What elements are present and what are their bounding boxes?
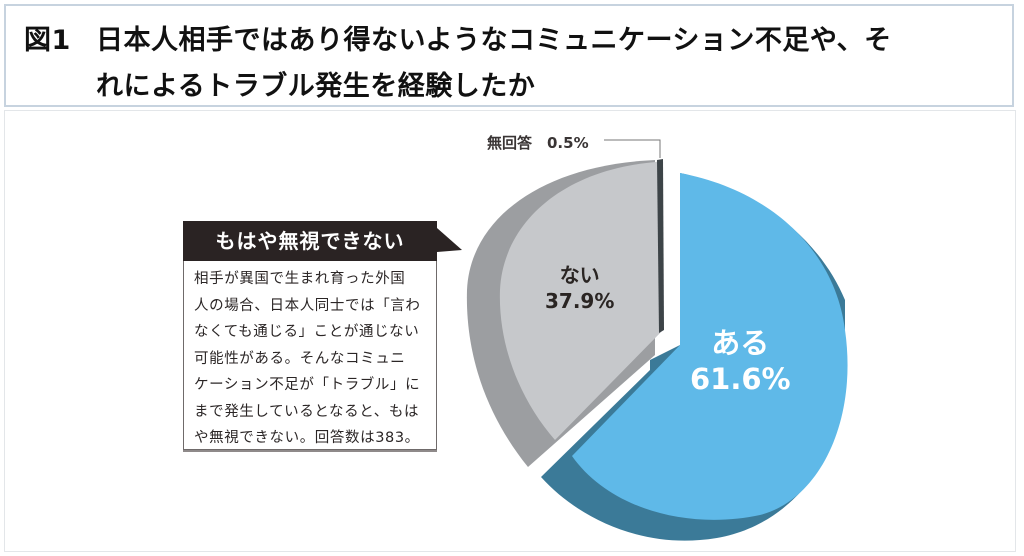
- nai-value: 37.9%: [545, 289, 615, 313]
- callout-line: 相手が異国で生まれ育った外国: [194, 271, 406, 287]
- callout-line: 人の場合、日本人同士では「言わ: [194, 297, 421, 314]
- figure-number: 図1: [24, 25, 71, 56]
- callout-line: ケーション不足が「トラブル」に: [194, 377, 421, 393]
- chart-title-line-2: れによるトラブル発生を経験したか: [96, 71, 536, 102]
- no-answer-leader-line: [604, 139, 661, 158]
- pie-slice-aru: [572, 173, 848, 520]
- callout-line: や無視できない。回答数は383。: [194, 430, 420, 446]
- callout-box: もはや無視できない 相手が異国で生まれ育った外国 人の場合、日本人同士では「言わ…: [183, 221, 437, 450]
- aru-value: 61.6%: [690, 362, 791, 396]
- callout-shadow: [183, 450, 437, 452]
- pie-slice-nai: [499, 160, 663, 440]
- nai-name: ない: [559, 263, 600, 287]
- chart-title-line-1: 日本人相手ではあり得ないようなコミュニケーション不足や、そ: [96, 25, 892, 56]
- pie-slice-no-answer: [657, 159, 664, 333]
- callout-line: まで発生しているとなると、もは: [194, 403, 420, 420]
- aru-name: ある: [711, 326, 770, 360]
- callout-pointer: [437, 228, 462, 252]
- title-box: [4, 4, 1014, 107]
- callout-heading: もはや無視できない: [183, 221, 437, 261]
- callout-body: 相手が異国で生まれ育った外国 人の場合、日本人同士では「言わ なくても通じる」こ…: [183, 261, 437, 450]
- aru-label: ある 61.6%: [690, 325, 791, 397]
- nai-label: ない 37.9%: [545, 262, 614, 314]
- callout-line: 可能性がある。そんなコミュニ: [194, 350, 406, 367]
- chart-area: [4, 110, 1016, 552]
- no-answer-label: 無回答 0.5%: [487, 134, 589, 152]
- callout-line: なくても通じる」ことが通じない: [194, 324, 420, 340]
